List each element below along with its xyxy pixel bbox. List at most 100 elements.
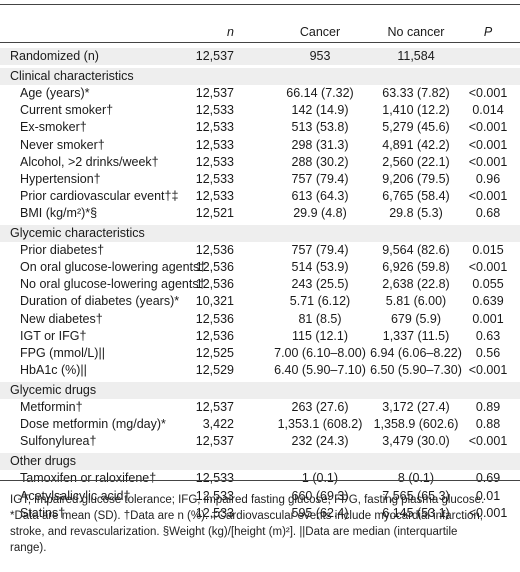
cell-p: <0.001 xyxy=(468,505,508,520)
column-header-p: P xyxy=(483,25,493,39)
table-row: Statins† 12,533 595 (62.4) 6,145 (53.1) <0.0… xyxy=(0,505,520,522)
row-label: Glycemic characteristics xyxy=(10,226,145,240)
cell-cancer: 595 (62.4) xyxy=(291,505,349,520)
cell-n: 12,533 xyxy=(195,137,234,152)
cell-n: 12,533 xyxy=(195,488,234,503)
cell-n: 12,529 xyxy=(195,362,234,377)
cell-cancer: 1,353.1 (608.2) xyxy=(277,417,363,432)
table-row: Alcohol, >2 drinks/week† 12,533 288 (30.2)… xyxy=(0,154,520,171)
row-label: Prior cardiovascular event†‡ xyxy=(20,188,179,203)
cell-cancer: 288 (30.2) xyxy=(291,154,349,169)
cell-n: 12,536 xyxy=(195,311,234,326)
cell-n: 12,537 xyxy=(195,400,234,414)
section-row: Clinical characteristics xyxy=(0,68,520,86)
cell-no-cancer: 8 (0.1) xyxy=(397,471,435,486)
row-label: New diabetes† xyxy=(20,311,103,326)
cell-no-cancer: 6,765 (58.4) xyxy=(382,188,450,203)
table-row: On oral glucose-lowering agents† 12,536 51… xyxy=(0,259,520,276)
row-label: Tamoxifen or raloxifene† xyxy=(20,471,157,486)
cell-p: <0.001 xyxy=(468,434,508,449)
cell-cancer: 115 (12.1) xyxy=(291,328,349,343)
cell-n: 12,533 xyxy=(195,103,234,118)
table-row: IGT or IFG† 12,536 115 (12.1) 1,337 (11.5) 0… xyxy=(0,328,520,345)
table-row: Sulfonylurea† 12,537 232 (24.3) 3,479 (30.0… xyxy=(0,433,520,450)
cell-n: 12,533 xyxy=(195,188,234,203)
table-row: Randomized (n) 12,537 953 11,584 xyxy=(0,48,520,66)
cell-no-cancer: 9,206 (79.5) xyxy=(382,171,450,186)
cell-cancer: 513 (53.8) xyxy=(291,120,349,135)
table-row: Dose metformin (mg/day)* 3,422 1,353.1 (60… xyxy=(0,416,520,433)
column-header-n: n xyxy=(227,25,234,39)
cell-no-cancer: 1,337 (11.5) xyxy=(382,328,450,343)
row-label: Duration of diabetes (years)* xyxy=(20,294,180,309)
cell-cancer: 243 (25.5) xyxy=(291,277,349,292)
cell-n: 12,525 xyxy=(195,345,234,360)
cell-n: 12,536 xyxy=(195,277,234,292)
cell-p: <0.001 xyxy=(468,137,508,152)
row-label: Hypertension† xyxy=(20,171,101,186)
cell-cancer: 6.40 (5.90–7.10) xyxy=(274,362,366,377)
cell-no-cancer: 6.50 (5.90–7.30) xyxy=(370,362,462,377)
table-row: Prior diabetes† 12,536 757 (79.4) 9,564 (82… xyxy=(0,242,520,259)
cell-no-cancer: 3,479 (30.0) xyxy=(382,434,450,449)
cell-p: <0.001 xyxy=(468,86,508,101)
cell-p: 0.014 xyxy=(472,103,504,118)
row-label: Never smoker† xyxy=(20,137,105,152)
row-label: Glycemic drugs xyxy=(10,382,97,397)
cell-n: 12,537 xyxy=(195,434,234,449)
table-row: Prior cardiovascular event†‡ 12,533 613 (6… xyxy=(0,188,520,205)
cell-no-cancer: 9,564 (82.6) xyxy=(382,243,450,258)
row-label: Prior diabetes† xyxy=(20,243,105,258)
cell-p: <0.001 xyxy=(468,154,508,169)
cell-cancer: 613 (64.3) xyxy=(291,188,349,203)
column-header-cancer: Cancer xyxy=(299,25,341,39)
cell-p: <0.001 xyxy=(468,188,508,203)
row-label: FPG (mmol/L)|| xyxy=(20,345,105,360)
cell-n: 12,533 xyxy=(195,120,234,135)
cell-no-cancer: 3,172 (27.4) xyxy=(382,400,450,414)
cell-no-cancer: 63.33 (7.82) xyxy=(382,86,450,101)
cell-n: 12,536 xyxy=(195,243,234,258)
cell-cancer: 232 (24.3) xyxy=(291,434,349,449)
row-label: Randomized (n) xyxy=(10,49,99,63)
table-row: FPG (mmol/L)|| 12,525 7.00 (6.10–8.00) 6.94… xyxy=(0,345,520,362)
header-rule xyxy=(0,42,520,43)
cell-cancer: 757 (79.4) xyxy=(291,243,349,258)
cell-n: 12,536 xyxy=(195,328,234,343)
cell-cancer: 29.9 (4.8) xyxy=(293,205,347,220)
row-label: Statins† xyxy=(20,505,66,520)
table-row: Never smoker† 12,533 298 (31.3) 4,891 (42.2… xyxy=(0,137,520,154)
table-row: Duration of diabetes (years)* 10,321 5.71 … xyxy=(0,293,520,310)
cell-n: 12,537 xyxy=(195,49,234,63)
cell-n: 12,533 xyxy=(195,171,234,186)
cell-no-cancer: 29.8 (5.3) xyxy=(389,205,443,220)
row-label: Current smoker† xyxy=(20,103,114,118)
cell-p: 0.055 xyxy=(472,277,504,292)
row-label: Age (years)* xyxy=(20,86,90,101)
cell-no-cancer: 6.94 (6.06–8.22) xyxy=(370,345,462,360)
table-row: Tamoxifen or raloxifene† 12,533 1 (0.1) 8 (… xyxy=(0,470,520,487)
cell-p: 0.01 xyxy=(475,488,501,503)
row-label: BMI (kg/m²)*§ xyxy=(20,205,98,220)
cell-p: 0.56 xyxy=(475,345,501,360)
cell-cancer: 263 (27.6) xyxy=(291,400,349,414)
cell-p: <0.001 xyxy=(468,120,508,135)
cell-n: 12,537 xyxy=(195,86,234,101)
cell-cancer: 5.71 (6.12) xyxy=(289,294,351,309)
cell-no-cancer: 2,638 (22.8) xyxy=(382,277,450,292)
cell-p: 0.88 xyxy=(475,417,501,432)
cell-no-cancer: 1,410 (12.2) xyxy=(382,103,450,118)
table-row: Hypertension† 12,533 757 (79.4) 9,206 (79.5… xyxy=(0,171,520,188)
cell-cancer: 953 xyxy=(309,49,331,63)
row-label: Ex-smoker† xyxy=(20,120,87,135)
row-label: Clinical characteristics xyxy=(10,69,134,84)
cell-no-cancer: 4,891 (42.2) xyxy=(382,137,450,152)
cell-no-cancer: 1,358.9 (602.6) xyxy=(373,417,459,432)
row-label: IGT or IFG† xyxy=(20,328,87,343)
row-label: Metformin† xyxy=(20,400,83,414)
cell-n: 3,422 xyxy=(202,417,234,432)
cell-p: 0.68 xyxy=(475,205,501,220)
table-row: No oral glucose-lowering agents† 12,536 24… xyxy=(0,276,520,293)
cell-cancer: 142 (14.9) xyxy=(291,103,349,118)
cell-n: 12,533 xyxy=(195,154,234,169)
